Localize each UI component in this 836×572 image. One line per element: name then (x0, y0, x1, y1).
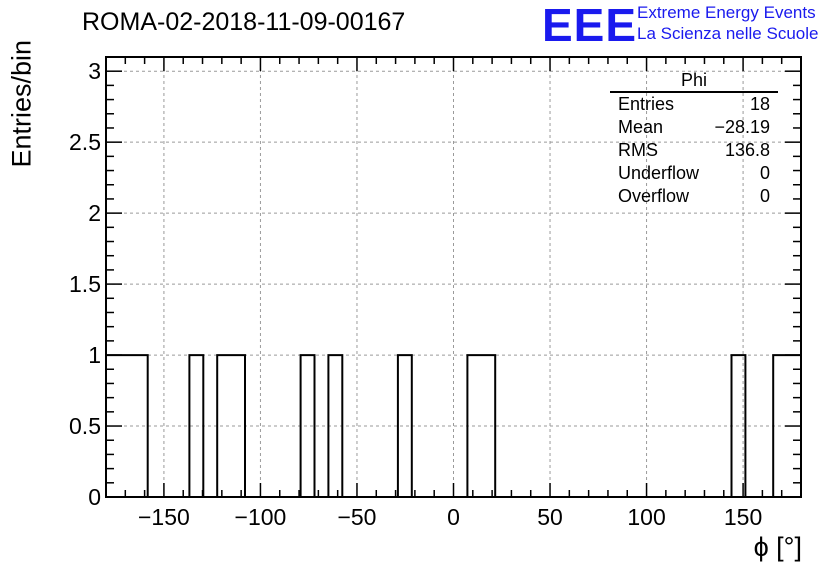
chart-title: ROMA-02-2018-11-09-00167 (82, 8, 406, 36)
y-tick-label: 1 (88, 342, 101, 368)
axis-ticks (106, 56, 801, 498)
x-tick-label: −100 (235, 504, 287, 530)
y-tick-label: 2.5 (69, 129, 101, 155)
histogram-bar (327, 354, 344, 497)
brand-line-2: La Scienza nelle Scuole (637, 24, 819, 43)
histogram-bars (105, 354, 802, 497)
y-axis-label: Entries/bin (6, 39, 37, 168)
stat-label: Entries (618, 94, 675, 114)
x-tick-label: 0 (447, 504, 460, 530)
stat-row-mean: Mean −28.19 (610, 116, 778, 139)
x-tick-label: −50 (337, 504, 376, 530)
stat-value: 0 (759, 186, 770, 206)
stat-row-rms: RMS 136.8 (610, 139, 778, 162)
stat-value: 18 (749, 94, 770, 114)
histogram-bar (466, 354, 497, 497)
brand-line-1: Extreme Energy Events (637, 3, 816, 22)
stat-label: Underflow (618, 163, 700, 183)
x-axis-label: ϕ [°] (753, 532, 802, 562)
stats-title: Phi (610, 70, 778, 93)
x-tick-label: 150 (724, 504, 762, 530)
stat-label: Mean (618, 117, 664, 137)
eee-logo: EEE (542, 0, 638, 51)
histogram-bar (216, 354, 246, 497)
y-tick-label: 2 (88, 200, 101, 226)
y-tick-label: 3 (88, 58, 101, 84)
y-tick-label: 1.5 (69, 271, 101, 297)
stat-value: −28.19 (714, 117, 770, 137)
stat-row-underflow: Underflow 0 (610, 162, 778, 185)
histogram-bar (188, 354, 205, 497)
stats-box: Phi Entries 18 Mean −28.19 RMS 136.8 Und… (610, 70, 778, 208)
tick-labels: −150 −100 −50 0 50 100 150 0 0.5 1 1.5 2 2.5 3 (69, 58, 762, 530)
histogram-bar (730, 354, 747, 497)
histogram-bar (396, 354, 413, 497)
stat-label: Overflow (618, 186, 690, 206)
stat-value: 0 (759, 163, 770, 183)
x-tick-label: 50 (537, 504, 563, 530)
x-tick-label: −150 (138, 504, 190, 530)
histogram-bar (299, 354, 316, 497)
stat-value: 136.8 (724, 140, 770, 160)
y-tick-label: 0.5 (69, 413, 101, 439)
stat-row-overflow: Overflow 0 (610, 185, 778, 208)
stat-label: RMS (618, 140, 658, 160)
stat-row-entries: Entries 18 (610, 93, 778, 116)
y-tick-label: 0 (88, 484, 101, 510)
x-tick-label: 100 (627, 504, 665, 530)
